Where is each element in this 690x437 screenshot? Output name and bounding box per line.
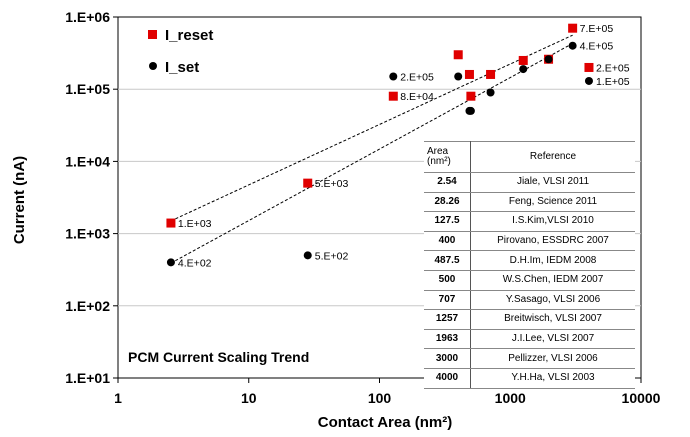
data-label: 4.E+05 — [580, 41, 614, 53]
x-tick-label: 1 — [114, 390, 122, 406]
y-tick-label: 1.E+06 — [65, 9, 110, 25]
table-cell-reference: I.S.Kim,VLSI 2010 — [470, 211, 635, 232]
x-tick-label: 100 — [368, 390, 392, 406]
chart-annotation: PCM Current Scaling Trend — [128, 349, 309, 365]
table-cell-area: 28.26 — [424, 191, 471, 213]
point-i-reset — [568, 23, 578, 33]
table-row: 28.26 Feng, Science 2011 — [424, 191, 635, 213]
table-cell-reference: Jiale, VLSI 2011 — [470, 172, 635, 193]
table-cell-reference: Pirovano, ESSDRC 2007 — [470, 230, 635, 252]
x-axis-title: Contact Area (nm²) — [318, 414, 452, 431]
data-label: 8.E+04 — [400, 91, 434, 103]
table-cell-area: 487.5 — [424, 250, 471, 271]
table-cell-area: 1257 — [424, 309, 471, 330]
table-cell-area: 3000 — [424, 348, 471, 369]
table-cell-area: 500 — [424, 269, 471, 291]
legend-label-i-set: I_set — [165, 59, 199, 76]
trendline-i-reset — [170, 34, 573, 222]
point-i-set — [166, 258, 175, 267]
point-i-set — [584, 76, 593, 85]
y-tick-label: 1.E+04 — [65, 153, 110, 169]
table-row: 127.5 I.S.Kim,VLSI 2010 — [424, 211, 635, 232]
trendlines — [170, 34, 573, 264]
point-i-reset — [518, 55, 528, 65]
data-label: 2.E+05 — [596, 62, 630, 74]
table-row: 3000 Pellizzer, VLSI 2006 — [424, 348, 635, 369]
y-axis-title: Current (nA) — [11, 156, 28, 244]
y-tick-label: 1.E+03 — [65, 226, 110, 242]
point-i-set — [486, 88, 495, 97]
table-row: 2.54 Jiale, VLSI 2011 — [424, 172, 635, 193]
table-row: 487.5 D.H.Im, IEDM 2008 — [424, 250, 635, 271]
point-i-set — [303, 251, 312, 260]
data-label: 4.E+02 — [178, 257, 212, 269]
table-row: 707 Y.Sasago, VLSI 2006 — [424, 289, 635, 311]
data-label: 2.E+05 — [400, 71, 434, 83]
table-row: 500 W.S.Chen, IEDM 2007 — [424, 269, 635, 291]
data-marks — [166, 23, 594, 267]
legend-swatch-i-set — [149, 62, 157, 70]
point-i-set — [454, 72, 463, 81]
table-row: 400 Pirovano, ESSDRC 2007 — [424, 230, 635, 252]
reference-table: Area (nm²) Reference 2.54 Jiale, VLSI 201… — [424, 141, 635, 389]
point-i-reset — [453, 50, 463, 60]
point-i-reset — [388, 91, 398, 101]
table-cell-reference: Y.Sasago, VLSI 2006 — [470, 289, 635, 311]
table-cell-area: 1963 — [424, 328, 471, 350]
table-cell-area: 127.5 — [424, 211, 471, 232]
table-cell-reference: Feng, Science 2011 — [470, 191, 635, 213]
table-header-area: Area (nm²) — [424, 141, 471, 173]
point-i-set — [568, 41, 577, 50]
y-tick-label: 1.E+01 — [65, 370, 110, 386]
table-header-row: Area (nm²) Reference — [424, 141, 635, 173]
table-row: 4000 Y.H.Ha, VLSI 2003 — [424, 367, 635, 389]
table-cell-area: 400 — [424, 230, 471, 252]
point-i-reset — [166, 218, 176, 228]
data-label: 5.E+03 — [315, 178, 349, 190]
data-label: 5.E+02 — [315, 250, 349, 262]
table-cell-reference: Y.H.Ha, VLSI 2003 — [470, 367, 635, 389]
legend-swatch-i-reset — [148, 30, 157, 39]
table-header-reference: Reference — [470, 141, 635, 173]
point-i-reset — [303, 178, 313, 188]
point-i-set — [519, 65, 528, 74]
data-label: 7.E+05 — [580, 23, 614, 35]
table-cell-reference: J.I.Lee, VLSI 2007 — [470, 328, 635, 350]
x-tick-label: 10 — [241, 390, 257, 406]
table-cell-area: 4000 — [424, 367, 471, 389]
table-row: 1257 Breitwisch, VLSI 2007 — [424, 309, 635, 330]
y-tick-label: 1.E+05 — [65, 81, 110, 97]
trendline-i-set — [170, 43, 573, 264]
point-i-set — [544, 55, 553, 64]
legend: I_reset I_set — [148, 27, 213, 76]
point-i-reset — [464, 69, 474, 79]
y-tick-label: 1.E+02 — [65, 298, 110, 314]
table-cell-area: 2.54 — [424, 172, 471, 193]
point-i-reset — [466, 91, 476, 101]
data-label: 1.E+05 — [596, 76, 630, 88]
table-body: 2.54 Jiale, VLSI 2011 28.26 Feng, Science 2… — [424, 172, 635, 389]
table-cell-reference: W.S.Chen, IEDM 2007 — [470, 269, 635, 291]
point-i-set — [466, 106, 475, 115]
point-i-reset — [486, 69, 496, 79]
point-i-reset — [584, 62, 594, 72]
table-row: 1963 J.I.Lee, VLSI 2007 — [424, 328, 635, 350]
x-axis-ticks: 1 10 100 1000 10000 — [114, 378, 661, 406]
table-cell-reference: Pellizzer, VLSI 2006 — [470, 348, 635, 369]
x-tick-label: 10000 — [622, 390, 661, 406]
legend-label-i-reset: I_reset — [165, 27, 213, 44]
table-cell-area: 707 — [424, 289, 471, 311]
table-cell-reference: Breitwisch, VLSI 2007 — [470, 309, 635, 330]
x-tick-label: 1000 — [495, 390, 526, 406]
data-label: 1.E+03 — [178, 218, 212, 230]
point-i-set — [389, 72, 398, 81]
table-cell-reference: D.H.Im, IEDM 2008 — [470, 250, 635, 271]
data-labels: 1.E+03 4.E+02 5.E+03 5.E+02 2.E+05 8.E+04 7.E+… — [178, 23, 630, 269]
y-axis-ticks: 1.E+01 1.E+02 1.E+03 1.E+04 1.E+05 1.E+06 — [65, 9, 118, 386]
